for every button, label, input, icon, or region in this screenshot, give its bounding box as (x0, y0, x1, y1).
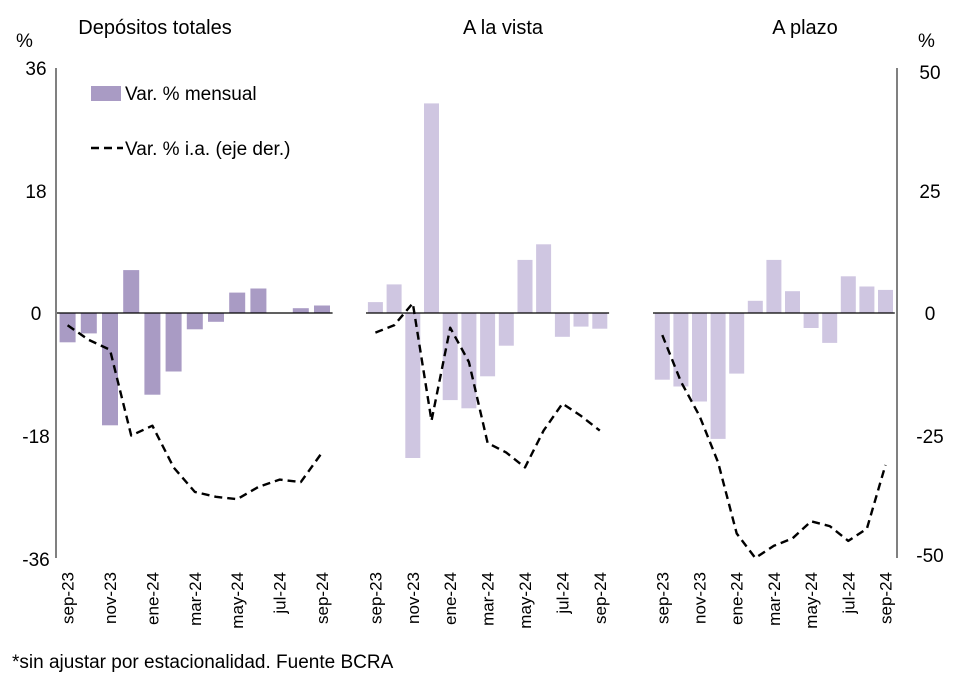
bar (859, 286, 875, 313)
bar (673, 313, 689, 387)
line-series (66, 324, 323, 501)
bar (405, 313, 421, 458)
x-tick-label: sep-23 (653, 572, 672, 624)
bar (573, 313, 589, 327)
x-tick-label: sep-24 (877, 572, 896, 624)
panels: Depósitos totales sep-23 nov-23 ene-24 mar-2… (57, 17, 896, 629)
bar (102, 313, 118, 426)
legend-bar-label: Var. % mensual (125, 84, 257, 105)
left-axis: 36 18 0 -18 -36 (22, 59, 57, 571)
bar (367, 302, 383, 313)
x-tick-label: sep-23 (59, 572, 78, 624)
x-tick-label: mar-24 (765, 572, 784, 626)
bar (710, 313, 726, 439)
bar (692, 313, 707, 402)
bar (59, 313, 76, 343)
bar (208, 313, 224, 322)
x-tick-label: nov-23 (691, 572, 710, 624)
right-axis-unit: % (918, 31, 935, 52)
bar (747, 300, 763, 314)
x-tick-label: may-24 (228, 572, 247, 629)
bar (424, 103, 439, 314)
x-tick-label: may-24 (516, 572, 535, 629)
bar (386, 284, 402, 313)
bar (840, 276, 856, 314)
x-tick-label: ene-24 (143, 572, 162, 625)
left-tick-label: -18 (22, 427, 49, 448)
right-tick-label: 25 (919, 182, 940, 203)
x-tick-label: may-24 (802, 572, 821, 629)
x-tick-label: nov-23 (101, 572, 120, 624)
right-tick-label: 0 (925, 304, 936, 325)
x-tick-label: jul-24 (553, 572, 572, 615)
x-tick-label: mar-24 (186, 572, 205, 626)
bar (878, 289, 893, 313)
left-tick-label: 36 (25, 59, 46, 80)
bar (80, 313, 97, 334)
x-tick-label: sep-24 (313, 572, 332, 624)
left-tick-label: -36 (22, 550, 49, 571)
bar (186, 313, 203, 330)
legend: Var. % mensual Var. % i.a. (eje der.) (91, 84, 290, 160)
panel-title: A la vista (463, 17, 544, 39)
bar (517, 259, 533, 313)
bar (822, 313, 838, 343)
panel-title: A plazo (772, 17, 838, 39)
left-axis-unit: % (16, 31, 33, 52)
bar (250, 288, 267, 313)
bar (442, 313, 458, 401)
panel-2: A la vista sep-23 nov-23 ene-24 mar-24 may-24… (366, 17, 610, 629)
footnote: *sin ajustar por estacionalidad. Fuente … (12, 652, 394, 673)
bar (498, 313, 514, 346)
bar (654, 313, 670, 380)
x-tick-label: sep-24 (591, 572, 610, 624)
bar (229, 292, 246, 313)
bar (729, 313, 745, 374)
bar (165, 313, 182, 372)
x-tick-label: sep-23 (366, 572, 385, 624)
right-tick-label: -25 (916, 427, 943, 448)
line-series (661, 334, 887, 560)
x-tick-label: nov-23 (404, 572, 423, 624)
bar (592, 313, 608, 329)
x-tick-label: ene-24 (728, 572, 747, 625)
bar (803, 313, 819, 328)
right-tick-label: -50 (916, 546, 943, 567)
x-tick-label: jul-24 (271, 572, 290, 615)
left-tick-label: 0 (31, 304, 42, 325)
bar (292, 308, 309, 313)
bar (314, 305, 330, 313)
bar (785, 291, 800, 313)
right-axis: 50 25 0 -25 -50 (896, 63, 944, 567)
panel-1: Depósitos totales sep-23 nov-23 ene-24 mar-2… (57, 17, 333, 629)
x-tick-label: ene-24 (441, 572, 460, 625)
legend-line-label: Var. % i.a. (eje der.) (125, 139, 290, 160)
panel-3: A plazo sep-23 nov-23 ene-24 mar-24 may-24 jul… (653, 17, 896, 629)
left-tick-label: 18 (25, 182, 46, 203)
bar (480, 313, 496, 377)
panel-title: Depósitos totales (78, 17, 231, 39)
bar (536, 244, 552, 313)
legend-bar-swatch (91, 86, 121, 101)
right-tick-label: 50 (919, 63, 940, 84)
bar (123, 270, 140, 313)
x-tick-label: mar-24 (479, 572, 498, 626)
bar (554, 313, 570, 337)
x-tick-label: jul-24 (839, 572, 858, 615)
bar (766, 259, 782, 313)
bar (144, 313, 161, 395)
